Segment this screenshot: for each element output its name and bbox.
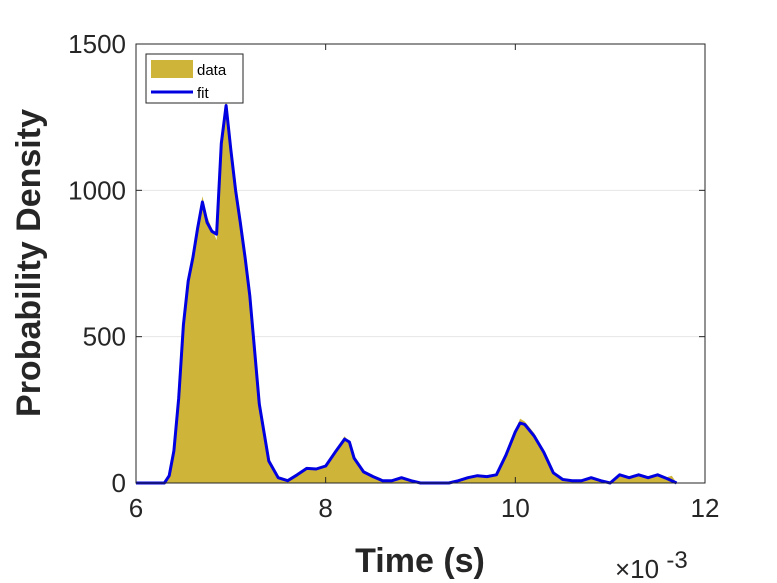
legend: data fit (145, 53, 244, 104)
series-layer (136, 99, 678, 485)
fit-line (136, 104, 678, 485)
x-axis-exponent-power: -3 (666, 547, 687, 574)
y-tick-label: 0 (112, 468, 126, 498)
x-axis-exponent-base: ×10 (615, 554, 659, 583)
x-axis-exponent: ×10 -3 (615, 547, 688, 583)
y-axis-title: Probability Density (10, 109, 48, 417)
y-tick-label: 500 (83, 322, 126, 352)
y-tick-label: 1500 (68, 29, 126, 59)
legend-label-fit: fit (197, 85, 210, 102)
x-tick-label: 12 (691, 493, 720, 523)
x-tick-label: 10 (501, 493, 530, 523)
y-tick-label: 1000 (68, 175, 126, 205)
x-axis-title: Time (s) (355, 542, 485, 580)
data-area (136, 99, 677, 483)
x-tick-label: 6 (129, 493, 143, 523)
x-tick-label: 8 (318, 493, 332, 523)
axis-ticks: 0 500 1000 1500 6 8 10 12 (68, 29, 719, 523)
legend-swatch-data (151, 60, 193, 78)
legend-label-data: data (197, 62, 227, 79)
plot-border (135, 43, 706, 484)
